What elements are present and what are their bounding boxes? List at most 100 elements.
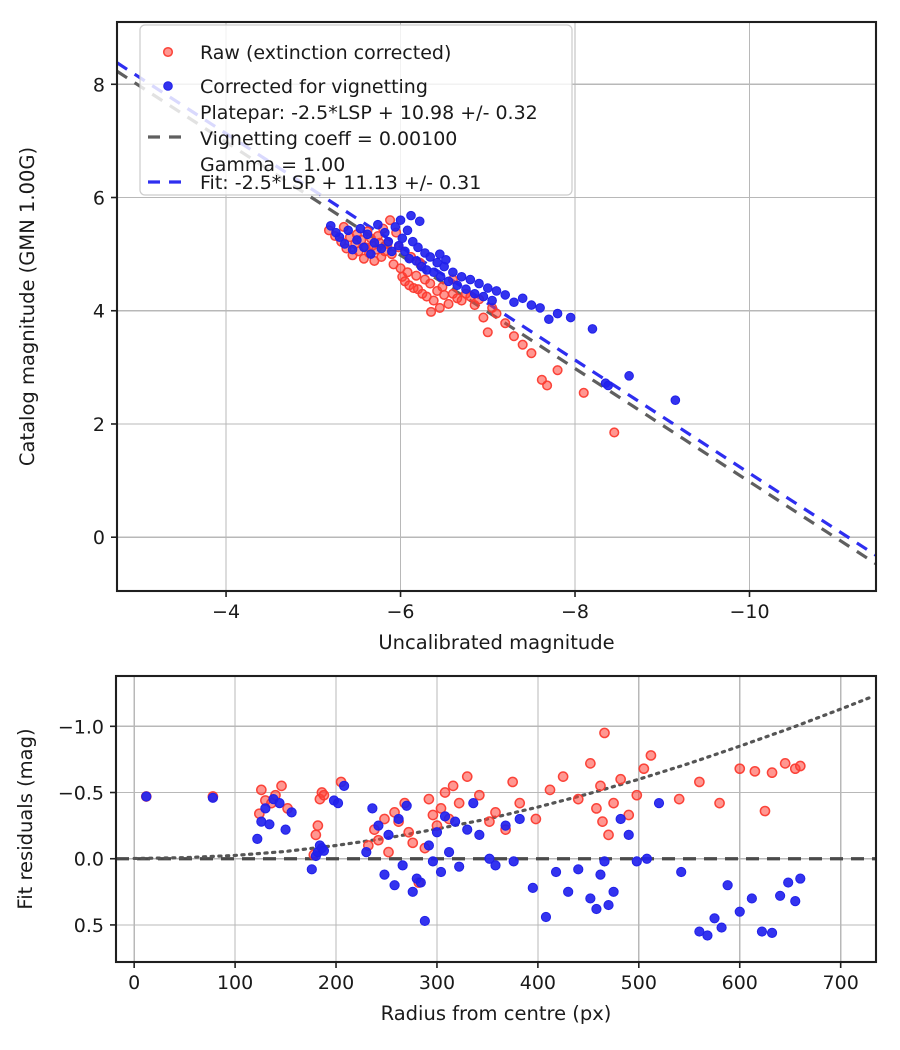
data-point-raw bbox=[794, 760, 806, 772]
data-point-raw bbox=[526, 348, 537, 359]
data-point-raw bbox=[318, 789, 330, 801]
data-point-corrected bbox=[413, 242, 423, 253]
data-point-corrected bbox=[670, 395, 681, 406]
legend-corrected[interactable]: Corrected for vignetting bbox=[163, 76, 428, 98]
data-point-corrected bbox=[373, 820, 384, 831]
data-point-corrected bbox=[709, 913, 720, 924]
x-tick-label-top: −4 bbox=[212, 601, 240, 623]
legend-label: Vignetting coeff = 0.00100 bbox=[200, 128, 457, 150]
legend-marker-icon bbox=[163, 81, 173, 91]
data-point-corrected bbox=[676, 866, 687, 878]
y-axis-title-top: Catalog magnitude (GMN 1.00G) bbox=[16, 147, 39, 466]
x-axis-title-bottom: Radius from centre (px) bbox=[381, 1002, 612, 1025]
data-point-corrected bbox=[722, 880, 733, 891]
data-point-raw bbox=[439, 289, 450, 300]
data-point-corrected bbox=[462, 824, 473, 835]
data-point-raw bbox=[714, 797, 725, 809]
data-point-corrected bbox=[790, 895, 801, 907]
data-point-raw bbox=[443, 298, 454, 310]
data-point-corrected bbox=[608, 886, 619, 897]
data-point-corrected bbox=[274, 798, 285, 809]
data-point-corrected bbox=[373, 219, 383, 230]
axes-frame-top bbox=[115, 20, 878, 593]
legend-fit[interactable]: Fit: -2.5*LSP + 11.13 +/- 0.31 bbox=[148, 172, 481, 194]
data-point-corrected bbox=[487, 295, 497, 306]
data-point-corrected bbox=[585, 893, 596, 904]
data-point-corrected bbox=[631, 856, 642, 867]
data-point-corrected bbox=[389, 880, 400, 891]
data-point-raw bbox=[385, 215, 396, 226]
data-point-corrected bbox=[468, 798, 479, 809]
y-tick-label-bottom: −0.5 bbox=[58, 783, 104, 805]
legend-raw[interactable]: Raw (extinction corrected) bbox=[162, 42, 452, 64]
data-point-raw bbox=[312, 820, 324, 831]
data-point-corrected bbox=[355, 223, 366, 234]
data-point-raw bbox=[638, 763, 650, 775]
data-point-corrected bbox=[500, 290, 511, 300]
data-point-raw bbox=[423, 793, 435, 805]
data-point-corrected bbox=[425, 252, 435, 262]
x-tick-label-top: −8 bbox=[561, 601, 589, 623]
data-point-corrected bbox=[491, 286, 502, 296]
legend-platepar-text: Platepar: -2.5*LSP + 10.98 +/- 0.32 Vigne… bbox=[200, 102, 538, 176]
data-point-corrected bbox=[552, 308, 563, 319]
legend-label: Corrected for vignetting bbox=[200, 76, 428, 98]
data-point-corrected bbox=[400, 246, 410, 257]
data-point-corrected bbox=[526, 300, 537, 310]
data-point-corrected bbox=[347, 244, 358, 255]
data-point-corrected bbox=[452, 280, 463, 291]
data-point-corrected bbox=[599, 856, 610, 867]
data-point-corrected bbox=[441, 254, 451, 265]
data-point-corrected bbox=[461, 284, 471, 295]
data-point-raw bbox=[402, 267, 413, 278]
data-point-corrected bbox=[540, 911, 552, 923]
y-tick-label-top: 0 bbox=[93, 527, 105, 549]
data-point-raw bbox=[434, 302, 445, 313]
x-tick-label-bottom: 100 bbox=[217, 972, 253, 994]
data-point-raw bbox=[591, 803, 602, 814]
data-point-corrected bbox=[474, 278, 484, 289]
data-point-raw bbox=[403, 826, 415, 838]
data-point-corrected bbox=[395, 215, 406, 225]
data-point-raw bbox=[552, 365, 563, 376]
data-point-raw bbox=[484, 816, 495, 827]
axes-frame-bottom bbox=[114, 674, 878, 964]
x-tick-label-bottom: 400 bbox=[520, 972, 556, 994]
data-point-raw bbox=[482, 327, 493, 338]
data-point-raw bbox=[759, 805, 771, 817]
data-point-raw bbox=[595, 780, 606, 792]
data-point-corrected bbox=[427, 856, 439, 867]
data-point-raw bbox=[276, 780, 287, 792]
legend-top[interactable]: Raw (extinction corrected) Corrected for … bbox=[139, 24, 573, 196]
data-point-corrected bbox=[376, 243, 387, 254]
data-point-corrected bbox=[653, 798, 665, 809]
data-point-corrected bbox=[694, 926, 705, 937]
data-point-corrected bbox=[587, 324, 598, 334]
data-point-raw bbox=[428, 295, 439, 306]
data-point-corrected bbox=[318, 845, 330, 856]
data-point-corrected bbox=[469, 288, 480, 299]
x-tick-label-top: −10 bbox=[729, 601, 769, 623]
data-point-corrected bbox=[500, 820, 511, 831]
data-point-corrected bbox=[361, 847, 372, 858]
data-point-corrected bbox=[478, 291, 489, 302]
data-point-raw bbox=[426, 306, 437, 317]
data-point-corrected bbox=[550, 866, 562, 878]
x-tick-label-bottom: 500 bbox=[621, 972, 657, 994]
data-point-corrected bbox=[339, 780, 350, 791]
fit-residuals-panel: 0 100 200 300 400 500 600 700 0.5 0.0 −0.5 −1.0 Radi… bbox=[14, 674, 878, 1025]
data-point-corrected bbox=[393, 813, 404, 825]
y-tick-label-top: 4 bbox=[93, 301, 105, 323]
data-point-corrected bbox=[366, 249, 376, 259]
data-point-corrected bbox=[514, 813, 525, 825]
data-point-corrected bbox=[439, 811, 451, 822]
data-point-raw bbox=[694, 776, 705, 788]
data-point-raw bbox=[491, 308, 502, 319]
data-point-raw bbox=[572, 793, 584, 805]
data-point-corrected bbox=[565, 312, 576, 323]
y-tick-label-bottom: 0.0 bbox=[74, 849, 104, 871]
series-corrected bbox=[325, 210, 681, 406]
data-point-raw bbox=[557, 771, 569, 782]
ticks-top: −4 −6 −8 −10 0 2 4 6 8 bbox=[93, 74, 770, 623]
data-point-corrected bbox=[343, 225, 353, 236]
